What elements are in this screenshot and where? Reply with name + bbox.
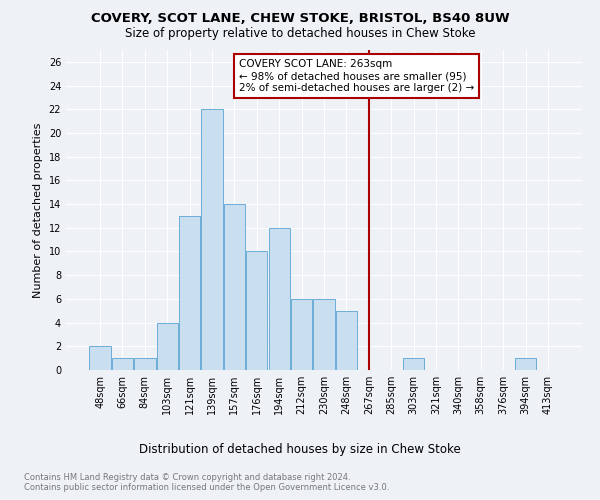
Y-axis label: Number of detached properties: Number of detached properties bbox=[33, 122, 43, 298]
Bar bbox=[179, 216, 200, 370]
Bar bbox=[336, 310, 357, 370]
Bar bbox=[112, 358, 133, 370]
Bar bbox=[269, 228, 290, 370]
Bar bbox=[403, 358, 424, 370]
Text: Size of property relative to detached houses in Chew Stoke: Size of property relative to detached ho… bbox=[125, 28, 475, 40]
Bar bbox=[134, 358, 155, 370]
Text: Contains HM Land Registry data © Crown copyright and database right 2024.
Contai: Contains HM Land Registry data © Crown c… bbox=[24, 472, 389, 492]
Bar bbox=[246, 252, 268, 370]
Bar bbox=[515, 358, 536, 370]
Text: COVERY, SCOT LANE, CHEW STOKE, BRISTOL, BS40 8UW: COVERY, SCOT LANE, CHEW STOKE, BRISTOL, … bbox=[91, 12, 509, 26]
Bar bbox=[224, 204, 245, 370]
Text: COVERY SCOT LANE: 263sqm
← 98% of detached houses are smaller (95)
2% of semi-de: COVERY SCOT LANE: 263sqm ← 98% of detach… bbox=[239, 60, 474, 92]
Text: Distribution of detached houses by size in Chew Stoke: Distribution of detached houses by size … bbox=[139, 442, 461, 456]
Bar bbox=[89, 346, 111, 370]
Bar bbox=[157, 322, 178, 370]
Bar bbox=[291, 299, 312, 370]
Bar bbox=[313, 299, 335, 370]
Bar bbox=[202, 110, 223, 370]
